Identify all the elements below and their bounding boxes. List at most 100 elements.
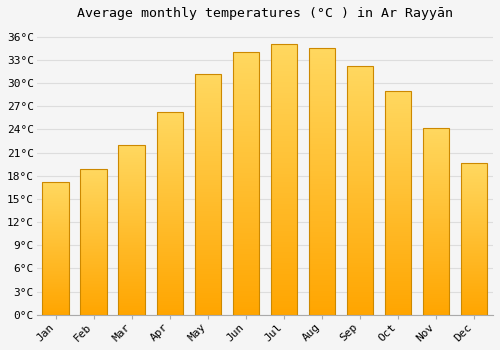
Bar bbox=[156, 248, 183, 250]
Bar bbox=[384, 259, 411, 261]
Bar bbox=[156, 303, 183, 304]
Bar bbox=[232, 186, 259, 189]
Bar bbox=[156, 214, 183, 216]
Bar bbox=[270, 290, 297, 293]
Bar bbox=[346, 188, 374, 190]
Bar bbox=[194, 127, 221, 129]
Bar bbox=[384, 154, 411, 156]
Bar bbox=[422, 180, 450, 182]
Bar bbox=[384, 223, 411, 225]
Bar bbox=[270, 239, 297, 241]
Bar bbox=[232, 99, 259, 102]
Bar bbox=[194, 230, 221, 233]
Bar bbox=[270, 76, 297, 79]
Bar bbox=[80, 272, 107, 274]
Bar bbox=[270, 176, 297, 179]
Bar bbox=[422, 236, 450, 238]
Bar bbox=[460, 216, 487, 218]
Bar bbox=[346, 247, 374, 250]
Bar bbox=[384, 313, 411, 315]
Bar bbox=[308, 296, 335, 299]
Bar bbox=[460, 303, 487, 304]
Bar bbox=[308, 203, 335, 205]
Bar bbox=[42, 250, 69, 251]
Bar bbox=[156, 197, 183, 199]
Bar bbox=[308, 165, 335, 168]
Bar bbox=[460, 265, 487, 266]
Bar bbox=[422, 270, 450, 272]
Bar bbox=[308, 307, 335, 309]
Bar bbox=[156, 313, 183, 315]
Bar bbox=[346, 166, 374, 168]
Bar bbox=[460, 186, 487, 188]
Bar bbox=[80, 223, 107, 224]
Bar bbox=[194, 180, 221, 182]
Bar bbox=[384, 225, 411, 228]
Bar bbox=[42, 311, 69, 312]
Bar bbox=[346, 300, 374, 302]
Bar bbox=[270, 74, 297, 76]
Bar bbox=[460, 278, 487, 280]
Bar bbox=[460, 209, 487, 210]
Bar bbox=[384, 214, 411, 216]
Bar bbox=[156, 228, 183, 230]
Bar bbox=[156, 218, 183, 220]
Bar bbox=[422, 160, 450, 162]
Bar bbox=[422, 257, 450, 259]
Bar bbox=[422, 287, 450, 288]
Bar bbox=[270, 250, 297, 252]
Bar bbox=[460, 290, 487, 292]
Bar bbox=[308, 82, 335, 85]
Bar bbox=[460, 298, 487, 300]
Bar bbox=[42, 247, 69, 248]
Bar bbox=[308, 109, 335, 112]
Bar bbox=[384, 160, 411, 162]
Bar bbox=[232, 105, 259, 107]
Bar bbox=[308, 293, 335, 296]
Bar bbox=[156, 274, 183, 276]
Bar bbox=[346, 116, 374, 118]
Bar bbox=[308, 72, 335, 74]
Bar bbox=[384, 268, 411, 270]
Bar bbox=[194, 136, 221, 139]
Bar bbox=[346, 181, 374, 183]
Bar bbox=[156, 240, 183, 242]
Bar bbox=[270, 179, 297, 182]
Bar bbox=[422, 188, 450, 190]
Bar bbox=[422, 281, 450, 283]
Bar bbox=[384, 290, 411, 292]
Bar bbox=[194, 310, 221, 312]
Bar bbox=[232, 283, 259, 286]
Bar bbox=[118, 262, 145, 264]
Bar bbox=[422, 274, 450, 275]
Bar bbox=[42, 240, 69, 242]
Bar bbox=[156, 177, 183, 179]
Bar bbox=[346, 108, 374, 111]
Bar bbox=[156, 167, 183, 169]
Bar bbox=[460, 260, 487, 262]
Bar bbox=[308, 93, 335, 96]
Bar bbox=[232, 94, 259, 97]
Bar bbox=[232, 144, 259, 147]
Bar bbox=[346, 225, 374, 228]
Bar bbox=[118, 169, 145, 170]
Bar bbox=[118, 276, 145, 277]
Bar bbox=[80, 261, 107, 262]
Bar bbox=[232, 139, 259, 141]
Bar bbox=[270, 152, 297, 155]
Bar bbox=[270, 293, 297, 296]
Bar bbox=[232, 55, 259, 57]
Bar bbox=[80, 264, 107, 265]
Bar bbox=[422, 288, 450, 290]
Bar bbox=[194, 279, 221, 281]
Bar bbox=[156, 280, 183, 282]
Bar bbox=[118, 216, 145, 218]
Bar bbox=[80, 312, 107, 313]
Bar bbox=[270, 266, 297, 269]
Bar bbox=[460, 236, 487, 238]
Bar bbox=[346, 228, 374, 230]
Bar bbox=[118, 172, 145, 174]
Bar bbox=[308, 304, 335, 307]
Bar bbox=[156, 183, 183, 185]
Bar bbox=[80, 172, 107, 173]
